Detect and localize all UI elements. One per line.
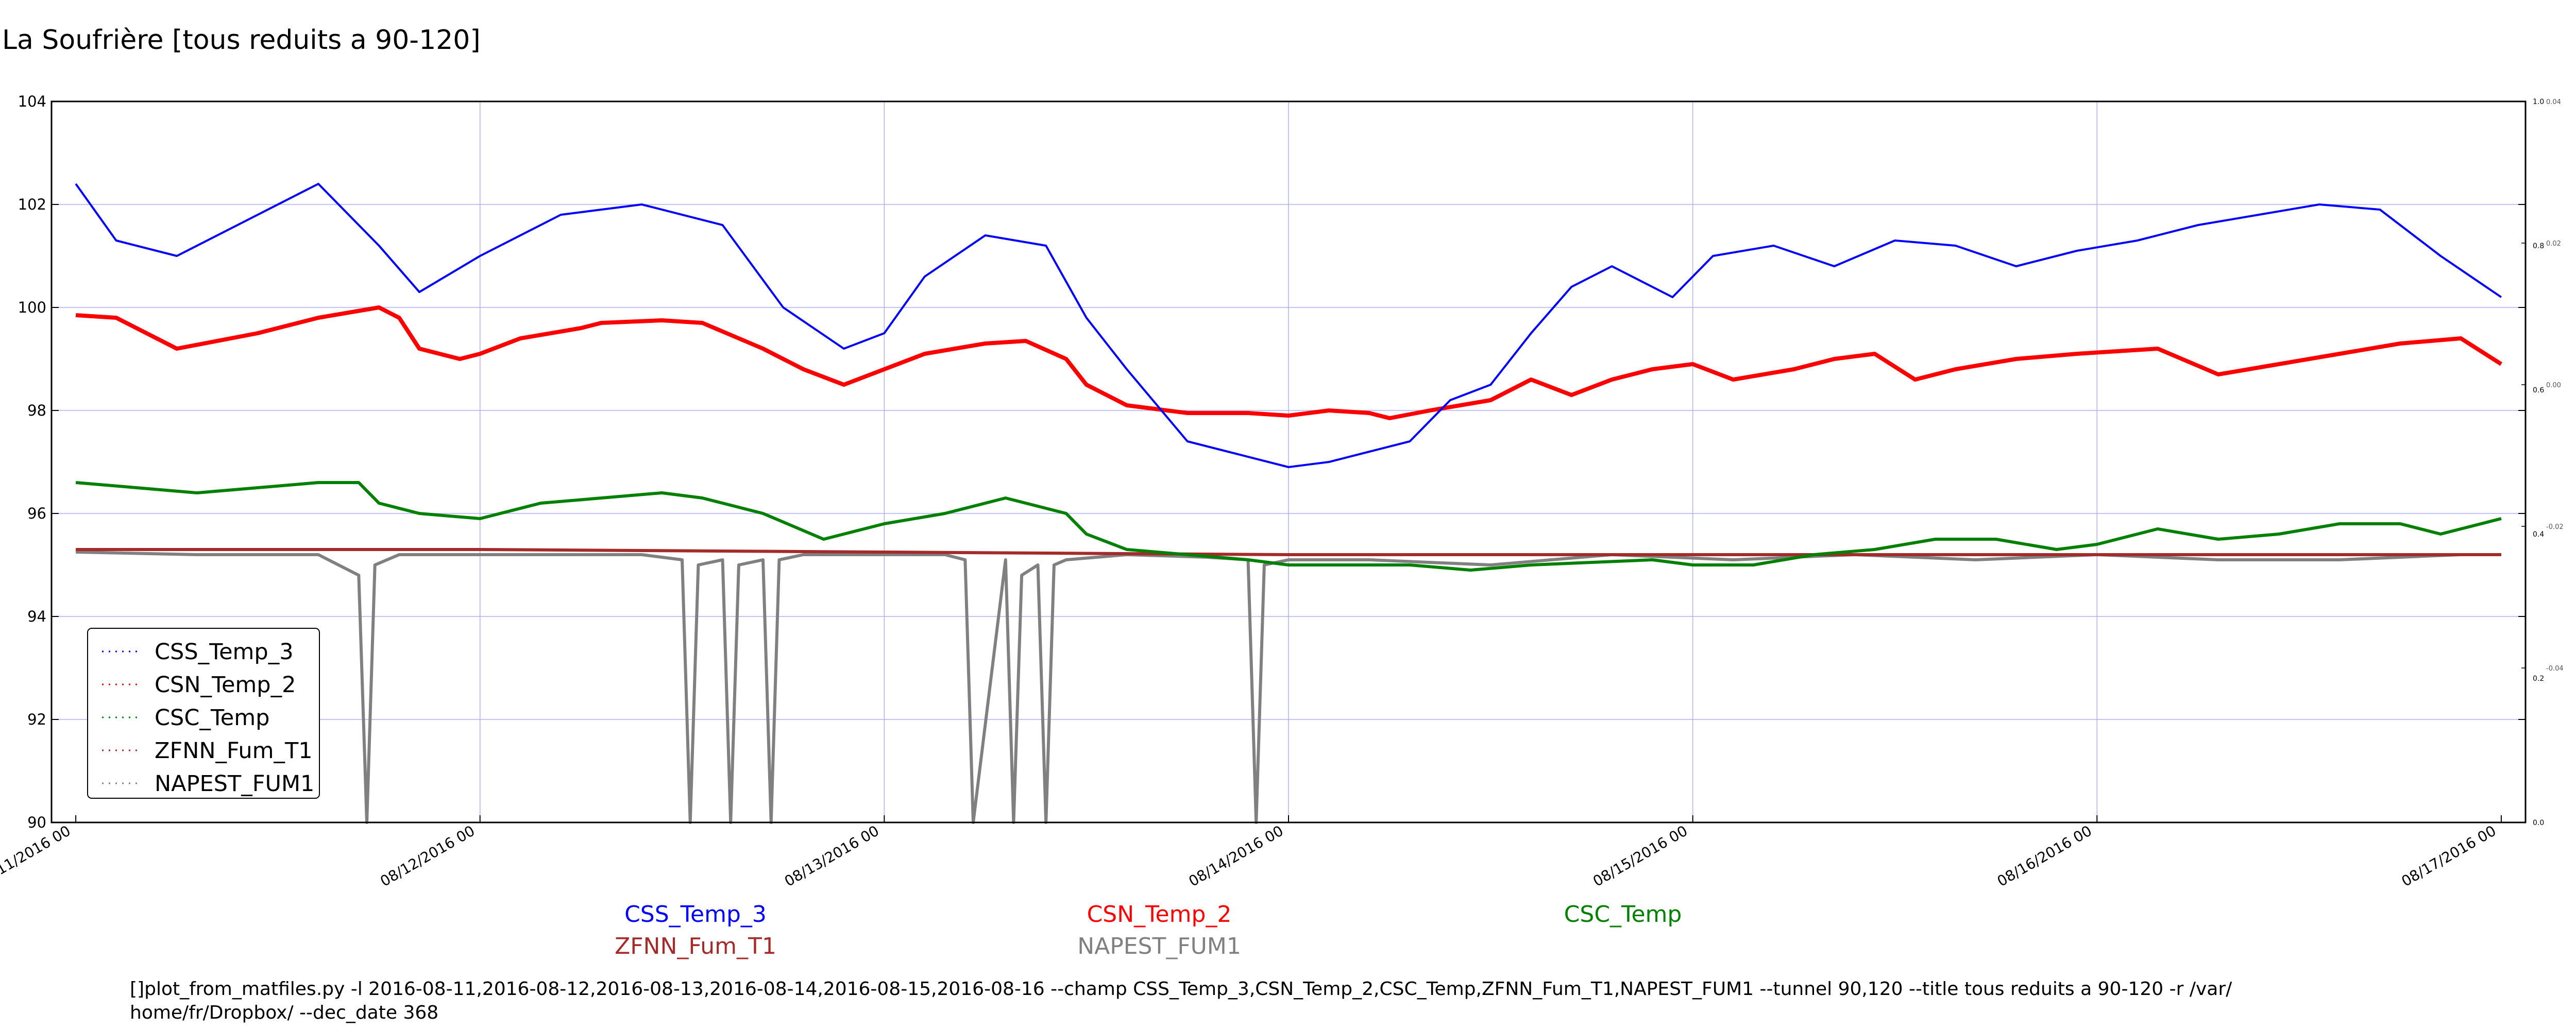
series-layer <box>75 183 2503 824</box>
x-tick-label: 08/12/2016 00 <box>377 822 478 890</box>
series-captions: CSS_Temp_3 CSN_Temp_2 CSC_Temp ZFNN_Fum_T1 N… <box>615 901 1682 959</box>
right-major-tick-label: 0.8 <box>2533 242 2544 250</box>
x-tick-label: 08/11/2016 00 <box>0 822 74 890</box>
x-tick-label: 08/17/2016 00 <box>2399 822 2499 890</box>
grid-lines <box>52 101 2526 822</box>
series-line-csn-temp-2 <box>75 305 2503 420</box>
series-line-csc-temp <box>75 481 2502 572</box>
series-caption: ZFNN_Fum_T1 <box>615 933 776 959</box>
y-tick-label: 102 <box>18 196 46 213</box>
series-caption: CSS_Temp_3 <box>624 901 767 928</box>
right-minor-tick-label: 0.00 <box>2546 382 2561 389</box>
y-tick-label: 98 <box>27 402 46 419</box>
command-line-text: []plot_from_matfiles.py -l 2016-08-11,20… <box>130 978 2232 1023</box>
legend-label: CSC_Temp <box>155 705 269 731</box>
y-tick-label: 100 <box>18 299 46 316</box>
y-tick-label: 94 <box>27 608 46 625</box>
x-tick-label: 08/15/2016 00 <box>1590 822 1690 890</box>
legend-box <box>87 628 320 799</box>
right-minor-tick-label: 0.04 <box>2546 98 2561 106</box>
series-caption: CSC_Temp <box>1564 901 1682 928</box>
y-tick-label: 96 <box>27 505 46 522</box>
legend-label: CSN_Temp_2 <box>155 672 296 698</box>
axes: 90 92 94 96 98 100 102 104 0.0 0.2 0.4 0.6 0.8 1.0 -0.… <box>0 93 2564 890</box>
series-line-css-temp-3 <box>75 183 2502 468</box>
right-major-tick-label: 0.0 <box>2533 819 2544 827</box>
x-tick-label: 08/13/2016 00 <box>782 822 882 890</box>
series-caption: CSN_Temp_2 <box>1087 901 1232 928</box>
chart-title: La Soufrière [tous reduits a 90-120] <box>2 25 481 56</box>
legend-label: ZFNN_Fum_T1 <box>155 738 313 764</box>
y-tick-label: 104 <box>18 93 46 110</box>
right-major-tick-label: 0.6 <box>2533 386 2544 394</box>
x-tick-label: 08/14/2016 00 <box>1186 822 1286 890</box>
right-major-tick-label: 0.2 <box>2533 675 2544 683</box>
series-line-zfnn-fum-t1 <box>76 548 2501 556</box>
y-tick-label: 92 <box>27 711 46 728</box>
legend: CSS_Temp_3 CSN_Temp_2 CSC_Temp ZFNN_Fum_T1 N… <box>87 628 320 799</box>
right-minor-tick-label: 0.02 <box>2546 240 2561 248</box>
right-major-tick-label: 1.0 <box>2533 98 2544 106</box>
y-tick-label: 90 <box>27 814 46 831</box>
x-tick-label: 08/16/2016 00 <box>1994 822 2095 890</box>
right-minor-tick-label: -0.04 <box>2546 665 2564 673</box>
right-major-tick-label: 0.4 <box>2533 530 2544 539</box>
legend-label: NAPEST_FUM1 <box>155 771 314 797</box>
legend-label: CSS_Temp_3 <box>155 639 294 665</box>
right-minor-tick-label: -0.02 <box>2546 523 2564 531</box>
series-caption: NAPEST_FUM1 <box>1077 933 1241 959</box>
